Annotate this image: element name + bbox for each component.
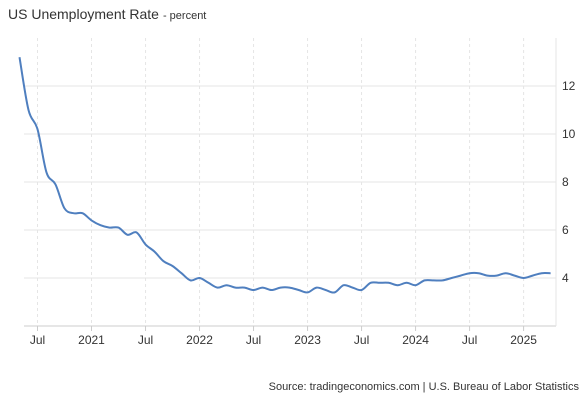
y-tick-label: 8 [562,175,569,189]
x-tick-label: 2021 [78,333,105,347]
y-tick-label: 10 [562,127,576,141]
chart-subtitle: - percent [162,10,207,22]
x-tick-label: Jul [462,333,477,347]
series-layer [18,57,551,294]
x-tick-label: 2023 [294,333,321,347]
chart-title: US Unemployment Rate - percent [8,6,206,22]
x-tick-label: Jul [30,333,45,347]
x-tick-label: 2022 [186,333,213,347]
chart-title-text: US Unemployment Rate [8,6,159,22]
x-tick-label: 2025 [510,333,537,347]
x-tick-label: 2024 [402,333,429,347]
grid-layer [24,38,556,326]
x-tick-label: Jul [354,333,369,347]
series-line [18,57,551,294]
y-tick-label: 6 [562,223,569,237]
y-tick-label: 4 [562,271,569,285]
x-tick-label: Jul [138,333,153,347]
x-tick-label: Jul [246,333,261,347]
axis-layer: 4 6 8 10 12 Jul 2021 Jul 2022 Jul 2023 Jul 2024 Jul 20… [24,38,576,347]
source-note: Source: tradingeconomics.com | U.S. Bure… [268,381,579,393]
y-tick-label: 12 [562,79,576,93]
